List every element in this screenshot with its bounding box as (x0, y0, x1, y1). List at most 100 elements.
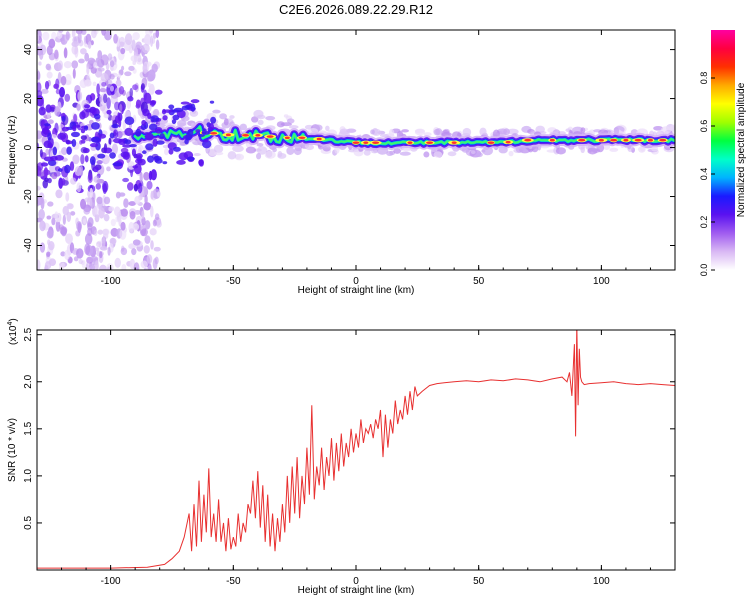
heat-cell (54, 211, 59, 220)
heat-cell (78, 258, 83, 265)
heat-blob (66, 146, 72, 155)
heat-cell (115, 215, 120, 223)
heat-cell (83, 207, 91, 215)
snr-xlabel: Height of straight line (km) (298, 585, 415, 596)
heat-blob (150, 115, 160, 123)
heat-cell (213, 151, 224, 156)
heat-cell (150, 169, 157, 181)
heat-cell (39, 149, 43, 158)
heat-cell (131, 248, 137, 256)
heat-blob (109, 152, 116, 159)
heat-blob (89, 142, 99, 148)
ridge-hotspot-core (298, 136, 306, 140)
heat-cell (393, 148, 401, 154)
heat-cell (90, 66, 97, 74)
heat-cell (102, 180, 109, 193)
heat-cell (280, 122, 292, 127)
heat-cell (72, 154, 80, 165)
heat-cell (147, 82, 152, 88)
heat-cell (609, 147, 619, 152)
heat-cell (114, 101, 120, 111)
heat-cell (124, 33, 133, 46)
heat-cell (127, 96, 134, 102)
ridge-hotspot-core (549, 138, 555, 142)
heat-cell (414, 128, 426, 136)
heat-cell (370, 129, 375, 135)
heat-blob (162, 161, 168, 165)
heat-cell (119, 228, 127, 240)
heat-cell (130, 55, 139, 62)
heat-blob (172, 114, 180, 121)
heat-cell (156, 191, 161, 198)
heat-cell (89, 187, 94, 199)
x-tick-label: 100 (593, 576, 610, 587)
heat-blob (83, 125, 89, 131)
heat-cell (79, 165, 84, 177)
heat-cell (272, 147, 277, 153)
heat-cell (603, 144, 611, 150)
ridge-hotspot-core (634, 138, 642, 142)
heat-blob (109, 132, 115, 139)
heat-cell (64, 73, 72, 85)
heat-cell (100, 54, 109, 66)
heat-blob (57, 168, 63, 172)
heat-cell (96, 159, 103, 165)
heat-cell (84, 233, 93, 245)
heat-cell (48, 240, 55, 251)
heat-cell (90, 40, 94, 46)
heat-blob (41, 127, 50, 135)
heat-cell (150, 35, 154, 47)
spectrogram-x-axis: -100 -50 0 50 100 (36, 30, 676, 287)
heat-blob (44, 123, 51, 127)
heat-cell (154, 256, 159, 265)
heat-cell (95, 247, 100, 252)
heat-blob (47, 132, 52, 141)
heat-cell (256, 146, 268, 155)
heat-cell (132, 223, 140, 231)
heat-blob (47, 143, 53, 149)
heat-cell (61, 178, 66, 186)
colorbar-tick-label: 0.2 (699, 216, 709, 229)
heat-cell (84, 197, 92, 203)
heat-cell (95, 182, 102, 190)
heat-cell (71, 30, 76, 39)
heat-blob (47, 159, 57, 167)
snr-multiplier-exp: 4 (7, 322, 14, 326)
heat-cell (653, 126, 663, 131)
heat-cell (124, 71, 132, 77)
heat-cell (140, 83, 146, 91)
heat-cell (153, 246, 161, 252)
heat-cell (470, 150, 476, 155)
heat-cell (149, 228, 157, 236)
heat-cell (106, 166, 111, 172)
heat-cell (73, 113, 78, 123)
x-tick-label: -50 (226, 276, 241, 287)
heat-cell (286, 118, 295, 124)
heat-blob (152, 138, 158, 147)
heat-cell (141, 216, 146, 226)
heat-cell (53, 171, 61, 177)
heat-blob (84, 104, 91, 109)
heat-blob (89, 156, 96, 166)
heat-cell (92, 81, 97, 87)
heat-cell (479, 127, 487, 136)
heat-cell (54, 122, 59, 134)
heat-cell (91, 30, 97, 39)
heat-cell (106, 97, 111, 110)
colorbar-ticks: 0.0 0.2 0.4 0.6 0.8 (699, 72, 715, 276)
heat-cell (253, 109, 264, 118)
heat-blob (132, 165, 139, 169)
heat-cell (107, 53, 113, 61)
heat-cell (78, 58, 85, 64)
heat-cell (67, 203, 74, 210)
heat-cell (65, 192, 70, 202)
heat-cell (232, 145, 244, 153)
x-tick-label: 0 (353, 576, 359, 587)
heat-cell (133, 262, 140, 270)
heat-cell (48, 258, 57, 267)
heat-cell (122, 177, 130, 183)
snr-series-line (37, 330, 675, 569)
snr-x-axis: -100 -50 0 50 100 (36, 330, 676, 587)
heat-cell (120, 208, 129, 217)
heat-cell (37, 82, 42, 93)
